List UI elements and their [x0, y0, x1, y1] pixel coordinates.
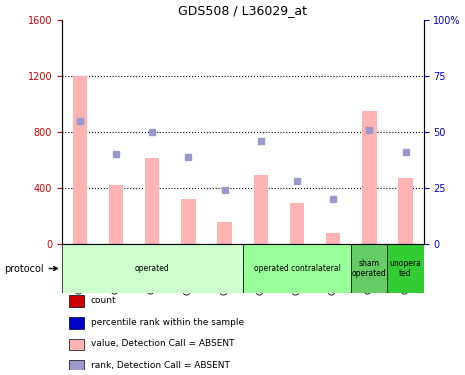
Bar: [290, 203, 304, 244]
Text: protocol: protocol: [4, 264, 58, 273]
Bar: [326, 233, 340, 244]
Bar: [69, 339, 84, 350]
FancyBboxPatch shape: [387, 244, 424, 293]
Bar: [253, 175, 268, 244]
Bar: [69, 317, 84, 328]
FancyBboxPatch shape: [243, 244, 351, 293]
Text: count: count: [91, 296, 116, 305]
Title: GDS508 / L36029_at: GDS508 / L36029_at: [178, 4, 307, 17]
Bar: [181, 199, 196, 244]
Text: operated: operated: [135, 264, 170, 273]
Text: value, Detection Call = ABSENT: value, Detection Call = ABSENT: [91, 339, 234, 348]
Bar: [73, 76, 87, 244]
FancyBboxPatch shape: [62, 244, 243, 293]
Bar: [362, 111, 377, 244]
Bar: [145, 159, 159, 244]
Bar: [69, 296, 84, 307]
Text: percentile rank within the sample: percentile rank within the sample: [91, 318, 244, 327]
Bar: [109, 185, 123, 244]
Bar: [69, 360, 84, 372]
Text: operated contralateral: operated contralateral: [253, 264, 340, 273]
Text: sham
operated: sham operated: [352, 259, 387, 278]
Text: rank, Detection Call = ABSENT: rank, Detection Call = ABSENT: [91, 361, 230, 370]
Bar: [399, 178, 413, 244]
Text: unopera
ted: unopera ted: [390, 259, 421, 278]
Bar: [217, 222, 232, 244]
FancyBboxPatch shape: [351, 244, 387, 293]
